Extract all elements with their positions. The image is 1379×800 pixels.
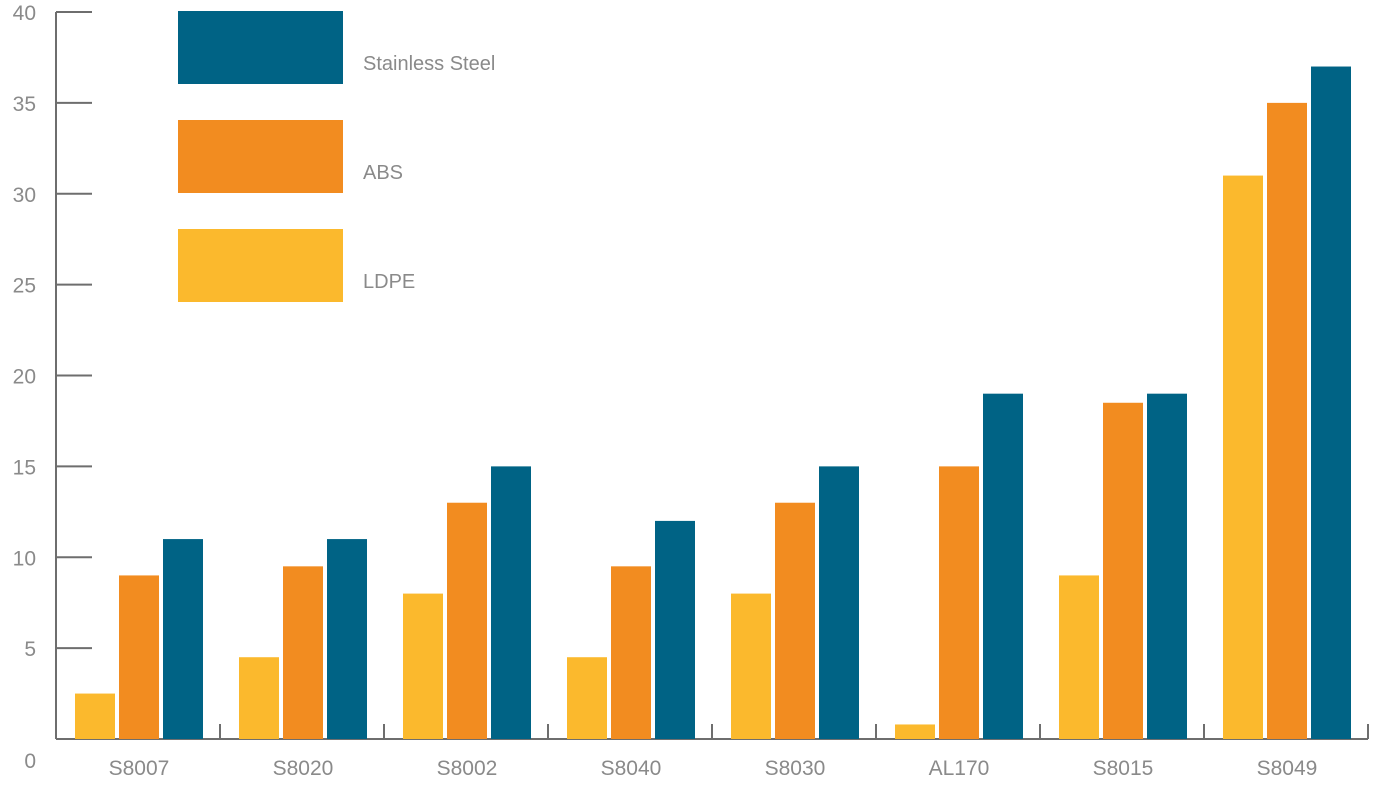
bar-ldpe-s8030 [731,593,771,739]
y-tick-label: 35 [13,93,36,116]
category-label: S8020 [273,757,334,780]
category-label: AL170 [929,757,990,780]
legend-label-abs: ABS [363,162,403,184]
bar-abs-s8049 [1267,102,1307,739]
bar-ldpe-s8007 [75,693,115,739]
bar-stainless-steel-al170 [983,393,1023,739]
legend-swatch-ldpe [178,229,343,302]
legend-label-ldpe: LDPE [363,271,415,293]
category-label: S8049 [1257,757,1318,780]
y-tick-label: 5 [24,638,36,661]
y-tick-label: 25 [13,275,36,298]
y-tick-label: 15 [13,456,36,479]
bar-ldpe-al170 [895,724,935,739]
bar-abs-s8020 [283,566,323,739]
bar-ldpe-s8049 [1223,175,1263,739]
legend-label-stainless-steel: Stainless Steel [363,53,495,75]
bar-abs-s8015 [1103,402,1143,739]
bar-abs-s8002 [447,502,487,739]
bar-abs-s8007 [119,575,159,739]
category-label: S8040 [601,757,662,780]
bar-ldpe-s8040 [567,657,607,739]
legend-swatch-stainless-steel [178,11,343,84]
category-label: S8007 [109,757,170,780]
y-tick-label: 20 [13,366,36,389]
category-label: S8030 [765,757,826,780]
y-tick-label: 30 [13,184,36,207]
bar-abs-s8040 [611,566,651,739]
y-tick-label: 0 [24,750,36,773]
bar-stainless-steel-s8002 [491,466,531,739]
bar-ldpe-s8015 [1059,575,1099,739]
bar-stainless-steel-s8007 [163,539,203,739]
y-tick-label: 40 [13,2,36,25]
bar-abs-al170 [939,466,979,739]
bars [75,66,1351,739]
legend: Stainless Steel ABS LDPE [178,11,495,302]
category-label: S8002 [437,757,498,780]
bar-ldpe-s8020 [239,657,279,739]
bar-stainless-steel-s8020 [327,539,367,739]
bar-abs-s8030 [775,502,815,739]
bar-ldpe-s8002 [403,593,443,739]
bar-stainless-steel-s8049 [1311,66,1351,739]
y-tick-label: 10 [13,547,36,570]
legend-swatch-abs [178,120,343,193]
bar-stainless-steel-s8030 [819,466,859,739]
bar-stainless-steel-s8015 [1147,393,1187,739]
category-label: S8015 [1093,757,1154,780]
axis-labels: 0 5 10 15 20 25 30 35 40 S8007 S8020 S8002 S8040 S803… [13,2,1318,780]
bar-stainless-steel-s8040 [655,520,695,739]
